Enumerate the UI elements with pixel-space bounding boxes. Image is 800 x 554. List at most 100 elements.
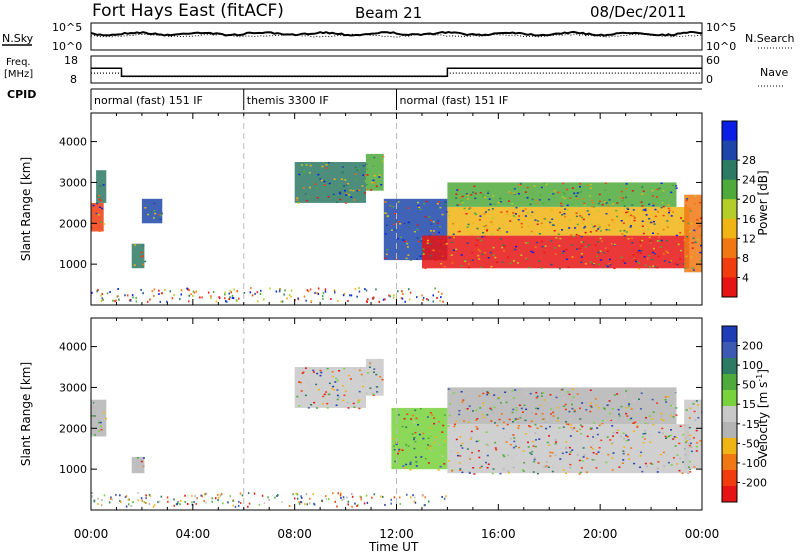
colorbar-tick-label: 16 (742, 213, 756, 226)
scatter-ground-point (303, 295, 306, 298)
cpid-label: CPID (7, 88, 36, 101)
scatter-speckle (438, 444, 441, 446)
scatter-ground-point (127, 498, 130, 501)
scatter-speckle (634, 421, 637, 423)
scatter-speckle (149, 211, 152, 213)
scatter-speckle (635, 253, 638, 255)
scatter-speckle (501, 400, 504, 403)
scatter-ground-point (421, 494, 423, 497)
scatter-ground-point (292, 493, 294, 496)
scatter-speckle (680, 249, 682, 252)
scatter-ground-point (117, 295, 119, 298)
scatter-speckle (373, 182, 376, 184)
scatter-speckle (579, 418, 582, 420)
scatter-speckle (551, 224, 554, 226)
scatter-speckle (476, 237, 479, 239)
scatter-ground-point (263, 298, 265, 301)
scatter-speckle (409, 259, 412, 261)
scatter-speckle (535, 439, 537, 441)
scatter-ground-point (358, 287, 360, 289)
colorbar-tick-label: 50 (742, 379, 756, 392)
scatter-speckle (487, 192, 490, 194)
scatter-speckle (572, 396, 575, 398)
scatter-speckle (565, 258, 568, 261)
scatter-speckle (610, 419, 613, 421)
scatter-ground-point (256, 291, 259, 294)
scatter-speckle (597, 202, 600, 205)
scatter-speckle (438, 231, 440, 234)
scatter-speckle (583, 227, 586, 229)
scatter-speckle (678, 264, 681, 266)
scatter-speckle (639, 455, 642, 457)
scatter-speckle (420, 240, 423, 242)
colorbar-tick-label: -15 (742, 418, 760, 431)
scatter-speckle (524, 242, 527, 244)
scatter-speckle (678, 469, 681, 472)
scatter-speckle (414, 409, 417, 412)
scatter-speckle (616, 432, 619, 434)
scatter-speckle (536, 202, 539, 205)
scatter-speckle (424, 267, 427, 270)
scatter-speckle (512, 408, 515, 411)
scatter-speckle (491, 472, 494, 475)
scatter-speckle (382, 155, 385, 158)
scatter-speckle (665, 401, 668, 403)
scatter-speckle (452, 222, 455, 225)
scatter-speckle (689, 210, 692, 212)
scatter-speckle (581, 402, 584, 404)
scatter-speckle (636, 251, 639, 254)
scatter-speckle (661, 427, 664, 430)
scatter-speckle (689, 407, 692, 410)
scatter-ground-point (341, 499, 343, 502)
scatter-speckle (536, 472, 539, 475)
scatter-ground-point (432, 300, 434, 303)
scatter-speckle (692, 237, 695, 240)
scatter-speckle (580, 245, 583, 247)
scatter-ground-point (201, 495, 203, 498)
scatter-speckle (397, 452, 399, 455)
scatter-speckle (512, 421, 514, 423)
scatter-speckle (598, 440, 601, 442)
scatter-speckle (646, 465, 649, 468)
scatter-speckle (532, 445, 535, 447)
scatter-ground-point (192, 290, 195, 293)
scatter-speckle (664, 399, 667, 401)
scatter-speckle (370, 189, 373, 191)
scatter-speckle (544, 245, 547, 247)
scatter-speckle (602, 420, 604, 422)
scatter-ground-point (192, 294, 194, 297)
scatter-speckle (537, 407, 540, 410)
scatter-ground-point (373, 493, 376, 496)
scatter-speckle (478, 395, 481, 397)
scatter-speckle (647, 228, 650, 231)
scatter-speckle (641, 225, 644, 227)
scatter-speckle (327, 196, 330, 198)
scatter-speckle (475, 440, 478, 443)
scatter-speckle (645, 417, 647, 419)
scatter-ground-point (382, 298, 385, 301)
scatter-ground-point (313, 502, 315, 505)
scatter-speckle (581, 216, 584, 219)
scatter-speckle (468, 442, 471, 444)
scatter-speckle (381, 378, 384, 381)
scatter-speckle (569, 435, 572, 437)
velocity-colorbar-label: Velocity [m s-1] (755, 369, 770, 459)
scatter-speckle (584, 263, 587, 265)
scatter-ground-point (399, 503, 401, 505)
scatter-speckle (697, 417, 700, 419)
scatter-speckle (582, 198, 585, 200)
scatter-speckle (418, 206, 421, 208)
scatter-speckle (637, 450, 639, 452)
scatter-speckle (536, 220, 539, 222)
scatter-speckle (616, 215, 619, 218)
scatter-speckle (486, 454, 489, 457)
scatter-speckle (535, 391, 538, 394)
scatter-ground-point (409, 291, 412, 294)
scatter-speckle (339, 192, 342, 195)
colorbar-tick-label: 24 (742, 174, 756, 187)
scatter-speckle (300, 390, 303, 392)
scatter-speckle (507, 470, 510, 472)
scatter-speckle (461, 195, 464, 198)
scatter-speckle (557, 417, 560, 419)
